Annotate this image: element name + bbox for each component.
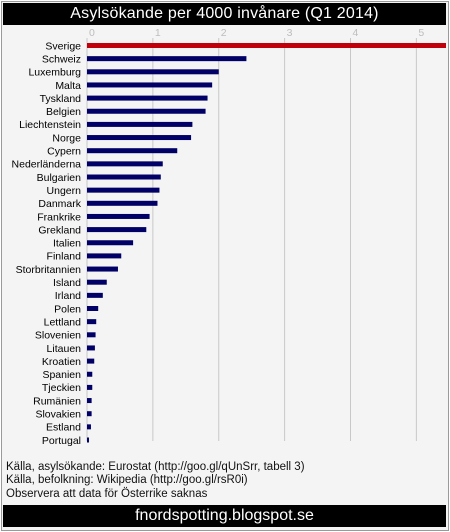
bar-kroatien [87, 358, 95, 364]
x-tick-label: 0 [89, 27, 95, 39]
bar-storbritannien [87, 266, 118, 272]
x-axis-ticks: 0 1 2 3 4 5 [89, 27, 424, 39]
category-label: Slovenien [35, 330, 81, 342]
category-label: Frankrike [37, 211, 81, 223]
bar-spanien [87, 371, 93, 377]
bar-belgien [87, 108, 206, 114]
bar-cypern [87, 148, 178, 154]
category-label: Island [53, 277, 81, 289]
source-note-missing-data: Observera att data för Österrike saknas [6, 487, 208, 500]
bar-ungern [87, 187, 160, 193]
bar-liechtenstein [87, 121, 193, 127]
category-label: Finland [47, 251, 82, 263]
bar-polen [87, 306, 99, 311]
bar-luxemburg [87, 69, 219, 75]
bar-tjeckien [87, 384, 93, 390]
category-label: Kroatien [42, 356, 81, 368]
category-label: Tjeckien [42, 382, 81, 394]
category-label: Bulgarien [37, 172, 82, 184]
category-label: Portugal [42, 435, 81, 447]
category-label: Litauen [47, 343, 82, 355]
bar-italien [87, 240, 134, 246]
category-label: Schweiz [42, 53, 81, 65]
category-label: Lettland [44, 316, 82, 328]
bar-rumänien [87, 398, 92, 404]
category-label: Estland [46, 422, 81, 434]
category-label: Storbritannien [16, 264, 82, 276]
category-label: Slovakien [35, 409, 81, 421]
bar-lettland [87, 319, 97, 325]
x-tick-label: 1 [155, 27, 161, 39]
category-label: Ungern [47, 185, 82, 197]
category-label: Sverige [45, 40, 81, 52]
bar-malta [87, 82, 213, 88]
bar-bulgarien [87, 174, 161, 180]
bar-tyskland [87, 95, 208, 101]
bar-litauen [87, 345, 95, 351]
category-label: Cypern [47, 146, 81, 158]
bar-island [87, 279, 107, 285]
source-notes: Källa, asylsökande: Eurostat (http://goo… [6, 461, 305, 501]
chart-title: Asylsökande per 4000 invånare (Q1 2014) [3, 3, 446, 25]
category-label: Liechtenstein [19, 119, 81, 131]
x-tick-label: 2 [221, 27, 227, 39]
category-label: Danmark [38, 198, 81, 210]
bar-norge [87, 135, 192, 141]
category-label: Grekland [38, 224, 81, 236]
category-label: Luxemburg [28, 67, 81, 79]
x-tick-label: 4 [352, 27, 358, 39]
bar-sverige [87, 43, 446, 48]
category-label: Norge [52, 132, 81, 144]
footer-url: fnordspotting.blogspot.se [3, 505, 446, 527]
category-label: Italien [53, 238, 81, 250]
bar-nederländerna [87, 161, 163, 167]
category-label: Belgien [46, 106, 81, 118]
category-label: Spanien [42, 369, 81, 381]
source-note-population: Källa, befolkning: Wikipedia (http://goo… [6, 474, 248, 487]
bar-estland [87, 424, 91, 430]
bar-finland [87, 253, 122, 259]
category-label: Rumänien [33, 395, 81, 407]
source-note-asylum: Källa, asylsökande: Eurostat (http://goo… [6, 461, 305, 473]
bar-irland [87, 292, 103, 298]
category-label: Malta [55, 80, 81, 92]
bar-slovenien [87, 332, 96, 338]
category-label: Tyskland [40, 93, 82, 105]
bar-schweiz [87, 56, 247, 62]
bar-grekland [87, 227, 147, 233]
x-tick-label: 3 [287, 27, 293, 39]
category-label: Polen [54, 303, 81, 315]
bar-slovakien [87, 411, 92, 417]
bar-danmark [87, 200, 158, 206]
x-tick-label: 5 [418, 27, 424, 39]
category-label: Nederländerna [12, 159, 82, 171]
bar-portugal [87, 437, 89, 443]
bar-frankrike [87, 213, 150, 219]
bars [87, 43, 446, 443]
category-label: Irland [55, 290, 81, 302]
